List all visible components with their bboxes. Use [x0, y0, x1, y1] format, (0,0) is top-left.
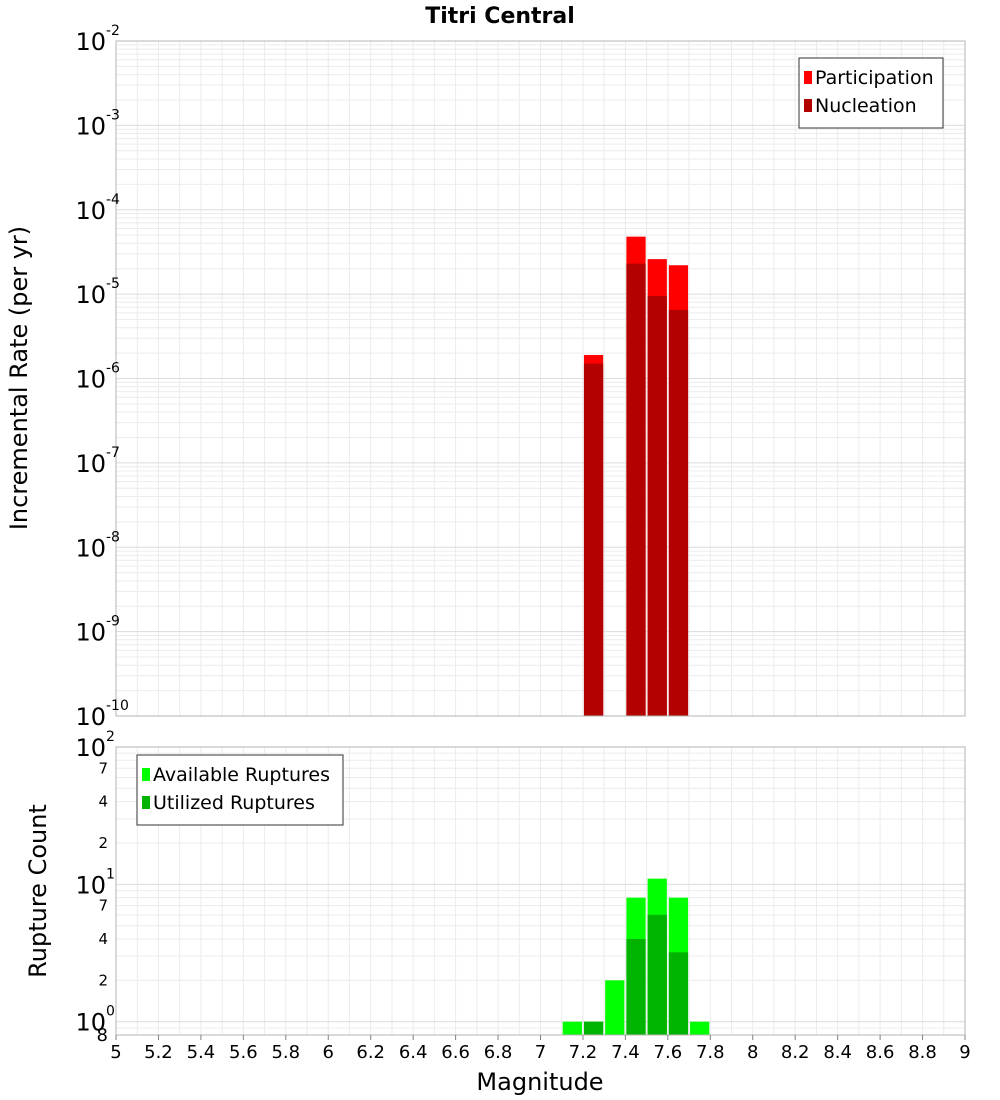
rate-legend: Participation Nucleation	[798, 57, 944, 129]
magnitude-x-ticks: 5 5.2 5.4 5.6 5.8 6 6.2 6.4 6.6 6.8 7 7.2 7.4 7.6 7.8 8…	[110, 1035, 971, 1063]
x-tick-label: 7	[535, 1042, 546, 1063]
count-y-tick-exponent: 1	[106, 866, 115, 882]
x-tick-label: 6	[323, 1042, 334, 1063]
utilized-ruptures-bar	[647, 914, 667, 1035]
rate-y-tick-label: 10	[75, 619, 106, 647]
rate-y-tick-exponent: -8	[106, 529, 120, 545]
count-y-minor-tick-label: 7	[98, 897, 108, 915]
available-ruptures-bar	[605, 980, 625, 1035]
rate-y-tick-label: 10	[75, 366, 106, 394]
count-y-minor-tick-label: 4	[98, 793, 108, 811]
legend-swatch	[804, 99, 812, 112]
count-y-minor-tick-label: 2	[98, 834, 108, 852]
x-tick-label: 7.6	[654, 1042, 683, 1063]
chart-title: Titri Central	[425, 4, 575, 29]
legend-box	[798, 57, 944, 129]
count-y-minor-tick-label: 7	[98, 759, 108, 777]
rate-bars	[583, 236, 689, 716]
x-tick-label: 7.8	[696, 1042, 725, 1063]
x-tick-label: 5.4	[187, 1042, 216, 1063]
rate-plot-border	[115, 40, 966, 717]
rate-y-tick-exponent: -4	[106, 192, 120, 208]
rate-y-tick-label: 10	[75, 197, 106, 225]
x-axis-label: Magnitude	[476, 1068, 603, 1096]
legend-entry: Participation	[815, 67, 934, 89]
x-tick-label: 9	[959, 1042, 970, 1063]
x-tick-label: 5.2	[144, 1042, 173, 1063]
legend-swatch	[804, 71, 812, 84]
x-tick-label: 8.6	[866, 1042, 895, 1063]
rate-y-tick-label: 10	[75, 281, 106, 309]
rate-y-tick-exponent: -6	[106, 361, 120, 377]
x-tick-label: 6.2	[356, 1042, 385, 1063]
rate-y-tick-exponent: -7	[106, 445, 120, 461]
utilized-ruptures-bar	[626, 939, 646, 1035]
x-tick-label: 8	[747, 1042, 758, 1063]
nucleation-bar	[668, 309, 689, 716]
rate-grid	[115, 40, 966, 717]
rate-y-tick-label: 10	[75, 534, 106, 562]
x-tick-label: 5.8	[271, 1042, 300, 1063]
count-y-tick-label: 10	[75, 734, 106, 762]
x-tick-label: 5.6	[229, 1042, 258, 1063]
legend-entry: Utilized Ruptures	[153, 792, 315, 814]
utilized-ruptures-bar	[583, 1021, 604, 1035]
legend-entry: Nucleation	[815, 95, 917, 117]
x-tick-label: 6.4	[399, 1042, 428, 1063]
available-ruptures-bar	[562, 1021, 582, 1035]
count-y-tick-label: 10	[75, 1009, 106, 1037]
rate-y-tick-exponent: -10	[106, 698, 129, 714]
legend-swatch	[142, 796, 150, 809]
x-tick-label: 8.2	[781, 1042, 810, 1063]
rate-y-tick-exponent: -9	[106, 614, 120, 630]
rate-y-tick-label: 10	[75, 450, 106, 478]
x-tick-label: 5	[110, 1042, 121, 1063]
rate-y-axis-label: Incremental Rate (per yr)	[5, 226, 33, 530]
legend-box	[136, 754, 344, 826]
rate-y-tick-exponent: -3	[106, 107, 120, 123]
legend-entry: Available Ruptures	[153, 764, 330, 786]
count-y-minor-tick-label: 2	[98, 971, 108, 989]
count-y-axis-label: Rupture Count	[24, 804, 52, 978]
x-tick-label: 6.6	[441, 1042, 470, 1063]
x-tick-label: 7.2	[569, 1042, 598, 1063]
count-legend: Available Ruptures Utilized Ruptures	[136, 754, 344, 826]
x-tick-label: 7.4	[611, 1042, 640, 1063]
rate-y-tick-exponent: -5	[106, 276, 120, 292]
available-ruptures-bar	[690, 1021, 710, 1035]
count-y-tick-label: 10	[75, 871, 106, 899]
x-tick-label: 6.8	[484, 1042, 513, 1063]
count-y-tick-exponent: 2	[106, 729, 115, 745]
nucleation-bar	[647, 296, 667, 716]
count-y-bottom-tick-label: 8	[97, 1025, 108, 1046]
utilized-ruptures-bar	[668, 952, 689, 1035]
x-tick-label: 8.4	[823, 1042, 852, 1063]
rate-y-tick-exponent: -2	[106, 23, 120, 39]
legend-swatch	[142, 768, 150, 781]
count-bars	[562, 878, 710, 1035]
x-tick-label: 8.8	[908, 1042, 937, 1063]
rate-y-tick-label: 10	[75, 28, 106, 56]
rate-y-tick-label: 10	[75, 703, 106, 731]
count-y-tick-exponent: 0	[106, 1004, 115, 1020]
count-y-minor-tick-label: 4	[98, 930, 108, 948]
rate-y-tick-label: 10	[75, 112, 106, 140]
nucleation-bar	[626, 263, 646, 716]
nucleation-bar	[583, 363, 604, 716]
